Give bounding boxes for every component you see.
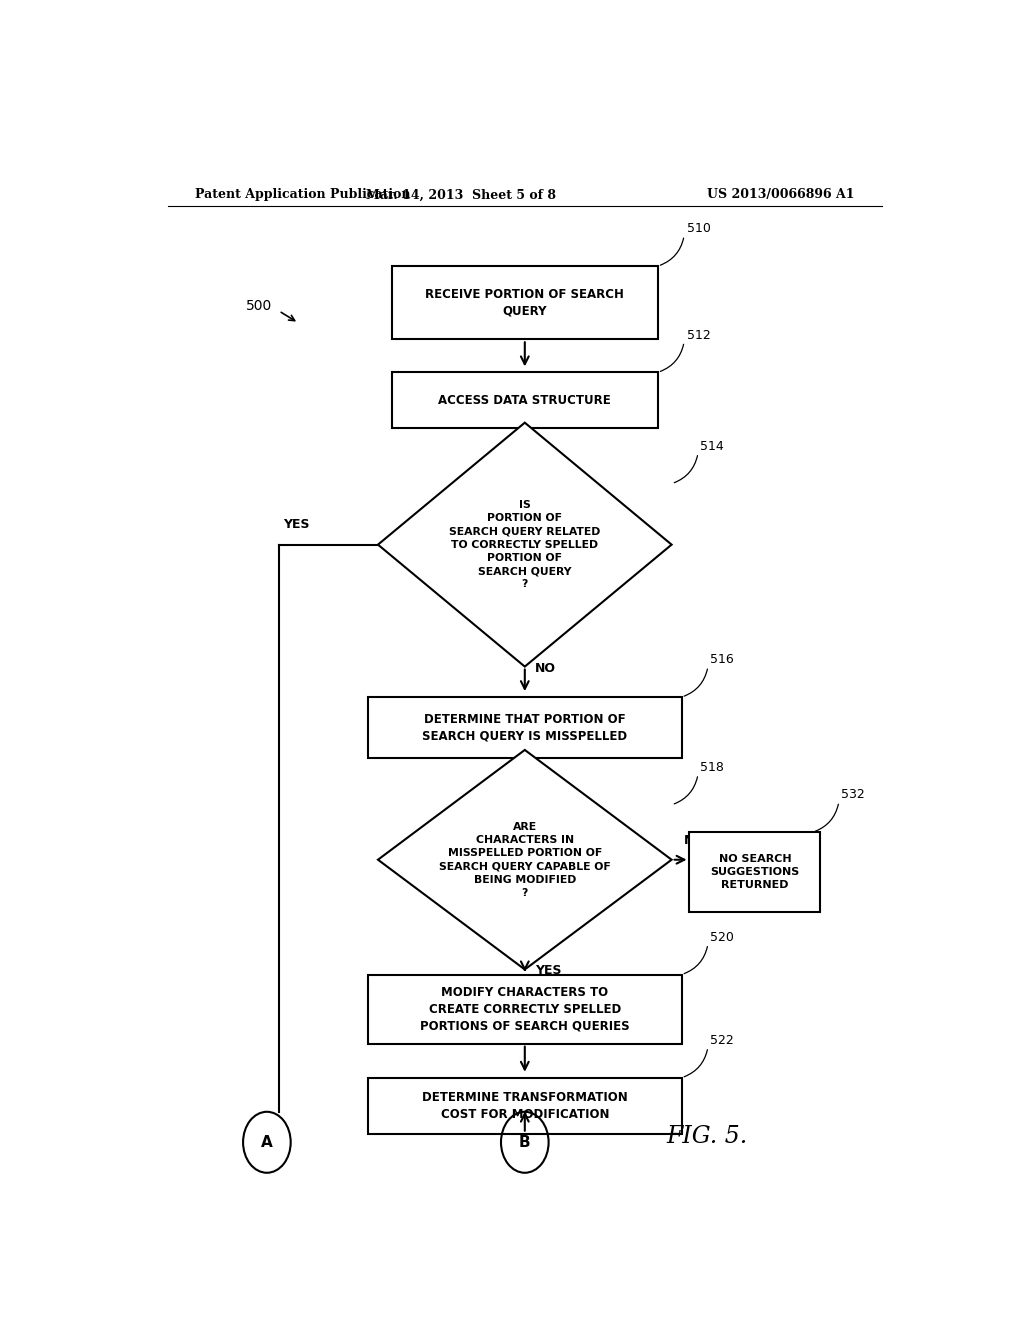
Bar <box>392 267 657 339</box>
Text: US 2013/0066896 A1: US 2013/0066896 A1 <box>707 189 854 202</box>
Text: Mar. 14, 2013  Sheet 5 of 8: Mar. 14, 2013 Sheet 5 of 8 <box>367 189 556 202</box>
Bar <box>368 1077 682 1134</box>
Bar <box>689 833 820 912</box>
Text: 516: 516 <box>711 653 734 667</box>
Text: 522: 522 <box>711 1034 734 1047</box>
Text: 510: 510 <box>686 222 711 235</box>
Bar <box>368 974 682 1044</box>
Text: DETERMINE TRANSFORMATION
COST FOR MODIFICATION: DETERMINE TRANSFORMATION COST FOR MODIFI… <box>422 1090 628 1121</box>
Text: YES: YES <box>283 519 309 532</box>
Text: Patent Application Publication: Patent Application Publication <box>196 189 411 202</box>
Text: FIG. 5.: FIG. 5. <box>667 1125 748 1147</box>
Text: MODIFY CHARACTERS TO
CREATE CORRECTLY SPELLED
PORTIONS OF SEARCH QUERIES: MODIFY CHARACTERS TO CREATE CORRECTLY SP… <box>420 986 630 1032</box>
Text: A: A <box>261 1135 272 1150</box>
Bar <box>368 697 682 758</box>
Text: YES: YES <box>536 965 561 977</box>
Text: IS
PORTION OF
SEARCH QUERY RELATED
TO CORRECTLY SPELLED
PORTION OF
SEARCH QUERY
: IS PORTION OF SEARCH QUERY RELATED TO CO… <box>450 500 600 589</box>
Text: 532: 532 <box>842 788 865 801</box>
Text: NO SEARCH
SUGGESTIONS
RETURNED: NO SEARCH SUGGESTIONS RETURNED <box>711 854 800 890</box>
Polygon shape <box>378 750 672 969</box>
Text: 520: 520 <box>711 931 734 944</box>
Text: 518: 518 <box>700 762 724 774</box>
Text: ARE
CHARACTERS IN
MISSPELLED PORTION OF
SEARCH QUERY CAPABLE OF
BEING MODIFIED
?: ARE CHARACTERS IN MISSPELLED PORTION OF … <box>439 822 610 898</box>
Text: NO: NO <box>684 833 705 846</box>
Text: B: B <box>519 1135 530 1150</box>
Text: NO: NO <box>536 661 556 675</box>
Text: DETERMINE THAT PORTION OF
SEARCH QUERY IS MISSPELLED: DETERMINE THAT PORTION OF SEARCH QUERY I… <box>422 713 628 743</box>
Text: 500: 500 <box>246 298 271 313</box>
Text: RECEIVE PORTION OF SEARCH
QUERY: RECEIVE PORTION OF SEARCH QUERY <box>425 288 625 318</box>
Bar <box>392 372 657 428</box>
Text: ACCESS DATA STRUCTURE: ACCESS DATA STRUCTURE <box>438 393 611 407</box>
Polygon shape <box>378 422 672 667</box>
Text: 514: 514 <box>700 440 724 453</box>
Text: 512: 512 <box>686 329 711 342</box>
